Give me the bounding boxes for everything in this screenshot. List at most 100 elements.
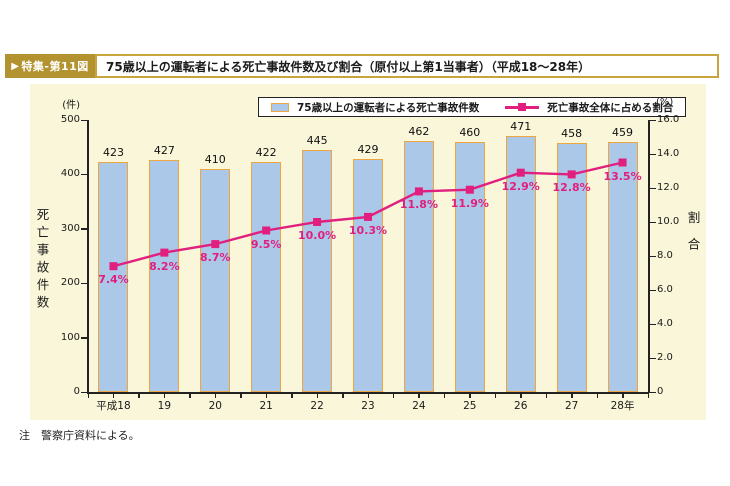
chart-legend: 75歳以上の運転者による死亡事故件数 死亡事故全体に占める割合 [258,97,687,117]
bar-fatal-accidents [454,141,485,392]
bar-legend-label: 75歳以上の運転者による死亡事故件数 [297,101,480,114]
percent-label: 8.7% [200,251,231,265]
bar-fatal-accidents [149,159,180,392]
x-axis-tick [545,393,548,398]
plot-area: 500 400 300 200 100 0 16.0 14.0 12.0 10.0 8.0 6.0 4.… [30,84,706,420]
bar-value-label: 459 [612,126,634,140]
figure-header: ▶ 特集-第11図 75歳以上の運転者による死亡事故件数及び割合（原付以上第1当… [5,54,719,78]
x-axis-tick [291,393,293,398]
x-axis-tick [342,393,344,398]
percent-label: 10.3% [348,223,388,237]
x-axis-line [87,392,649,394]
x-axis-tick [418,393,420,398]
y2-axis-tick-label: 0 [657,386,664,397]
bar-value-label: 458 [561,126,583,140]
x-axis-tick [163,393,166,398]
x-axis-tick [214,393,217,398]
y-axis-tick [81,173,87,176]
bar-value-label: 427 [153,143,175,157]
y2-axis-tick-label: 2.0 [657,352,673,363]
percent-label: 12.9% [501,179,540,193]
x-axis-tick [240,393,242,398]
line-legend-label: 死亡事故全体に占める割合 [547,101,674,114]
bar-value-label: 460 [459,125,481,139]
x-axis-tick [571,393,573,398]
bar-value-label: 462 [408,124,430,138]
y2-axis-tick-label: 12.0 [657,182,680,193]
percent-label: 11.8% [399,198,438,212]
x-axis-tick [596,393,599,398]
bar-fatal-accidents [403,140,434,392]
bar-fatal-accidents [200,168,231,392]
x-axis-tick [265,393,268,398]
percent-label: 11.9% [450,196,489,210]
x-axis-label: 20 [208,400,222,412]
y2-axis-tick-label: 4.0 [657,318,673,329]
x-axis-tick [189,393,191,398]
x-axis-tick [138,393,140,398]
y-axis-tick [81,282,87,285]
bar-fatal-accidents [302,149,333,392]
y2-axis-tick-label: 14.0 [657,148,680,159]
y-axis-tick-label: 200 [60,277,80,289]
x-axis-label: 23 [361,400,375,412]
bar-value-label: 429 [357,142,379,156]
y-axis-tick [81,119,87,121]
y2-axis-tick [649,323,656,325]
x-axis-tick [87,393,89,398]
y2-axis-tick-label: 8.0 [657,250,673,261]
y-axis-tick [81,337,87,339]
source-footnote: 注 警察庁資料による。 [19,429,140,442]
x-axis-tick [520,393,522,398]
y-axis-tick-label: 0 [73,386,80,397]
x-axis-tick [622,393,624,398]
y2-axis-tick-label: 6.0 [657,284,673,295]
y2-axis-tick [649,187,656,189]
x-axis-tick [392,393,395,398]
y-axis-tick-label: 500 [60,114,80,125]
y2-axis-tick [649,357,656,359]
percent-label: 10.0% [297,229,337,242]
y2-axis-tick [649,391,656,393]
percent-label: 9.5% [250,237,282,251]
y2-axis-tick [649,289,656,291]
x-axis-label: 21 [259,400,273,412]
bar-value-label: 445 [306,133,328,147]
left-axis-title: 死亡事故件数 [34,208,50,313]
right-axis-line [648,120,650,393]
y2-axis-tick [649,255,656,257]
percent-label: 7.4% [98,273,129,287]
figure-badge: ▶ 特集-第11図 [5,54,95,78]
x-axis-label: 26 [514,400,528,412]
x-axis-tick [316,393,319,398]
y2-axis-tick [649,221,656,223]
arrow-icon: ▶ [11,60,20,72]
x-axis-tick [647,393,649,398]
y2-axis-tick [649,119,656,121]
bar-fatal-accidents [251,162,282,392]
bar-fatal-accidents [556,142,587,392]
y2-axis-tick-label: 10.0 [657,216,680,227]
x-axis-tick [494,393,497,398]
y2-axis-tick-label: 16.0 [657,114,680,125]
left-axis-unit: (件) [62,100,80,111]
bar-value-label: 471 [510,119,532,133]
bar-fatal-accidents [505,135,536,392]
x-axis-label: 24 [412,400,426,412]
line-legend-marker-icon [505,103,540,112]
bar-fatal-accidents [353,158,383,392]
y-axis-tick-label: 100 [60,331,80,343]
x-axis-label: 25 [463,400,477,412]
percent-label: 8.2% [149,259,180,273]
chart-panel: 75歳以上の運転者による死亡事故件数 死亡事故全体に占める割合 (件) (%) … [30,84,706,420]
x-axis-tick [469,393,471,398]
y-axis-tick-label: 300 [60,222,80,234]
percent-label: 12.8% [552,181,591,195]
bar-value-label: 423 [102,145,124,159]
bar-value-label: 410 [204,152,226,166]
y-axis-tick [81,391,87,393]
right-axis-unit: (%) [656,97,674,108]
x-axis-label: 27 [564,400,579,412]
y2-axis-tick [649,153,656,155]
